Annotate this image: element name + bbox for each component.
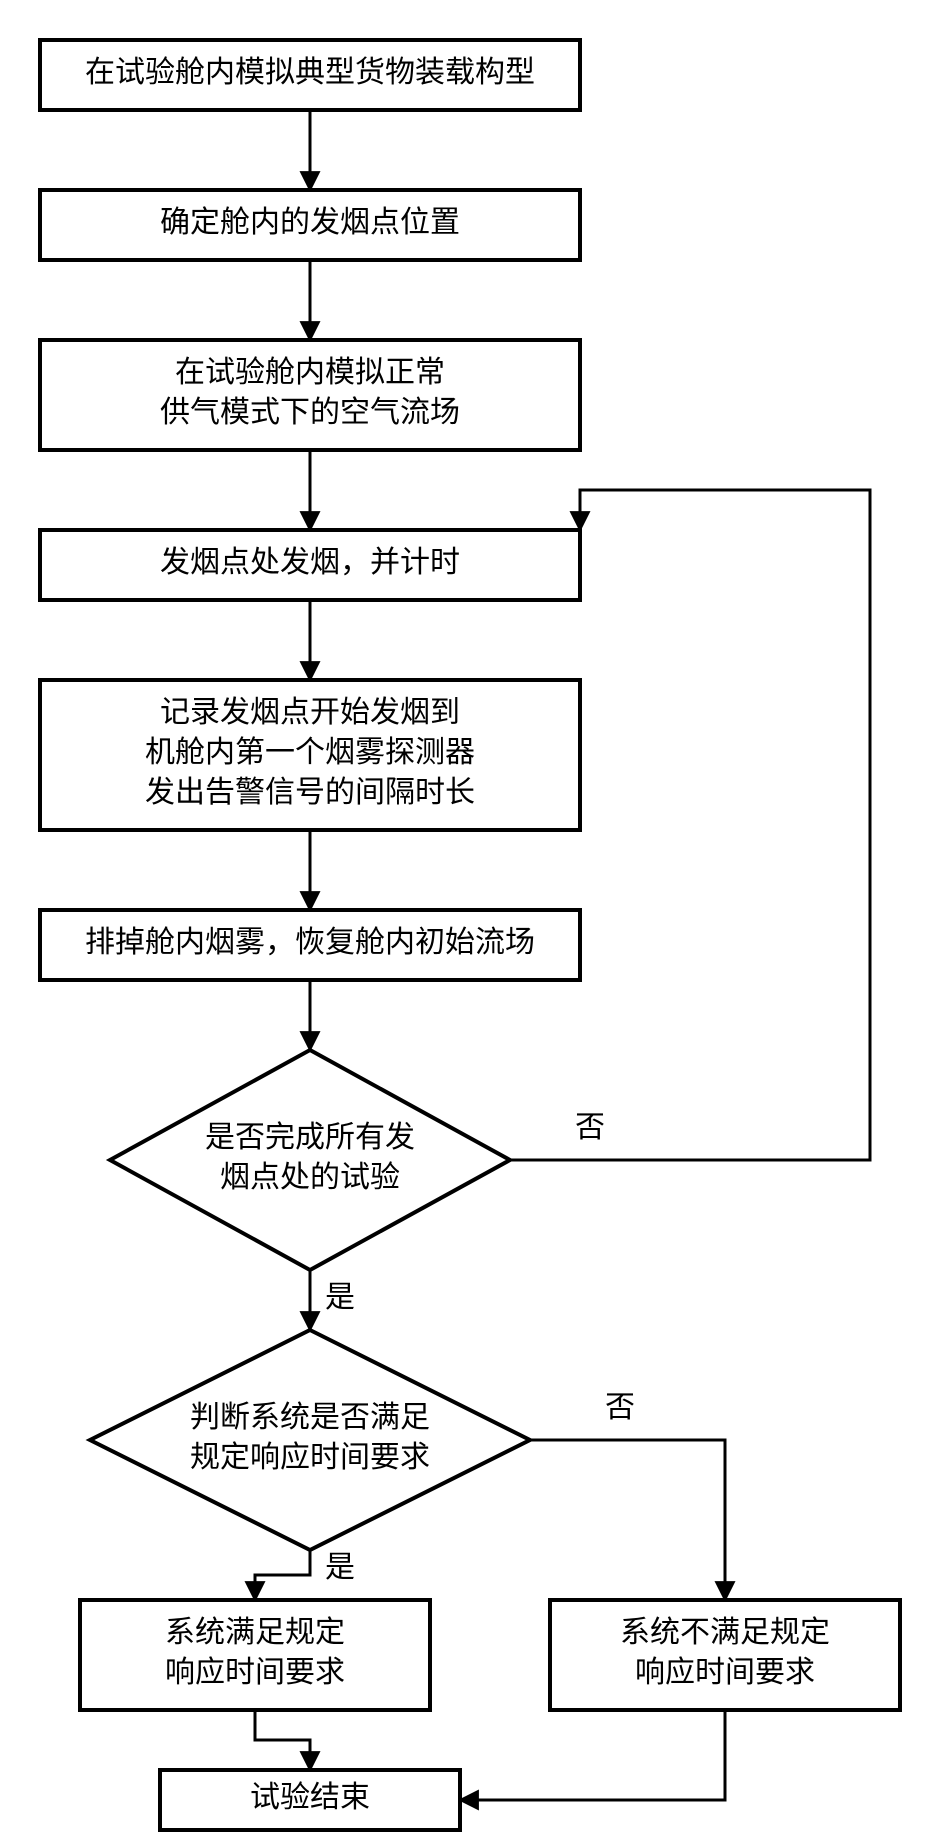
flowchart-canvas: 是否是否在试验舱内模拟典型货物装载构型确定舱内的发烟点位置在试验舱内模拟正常供气… [0, 0, 946, 1838]
node-text-n5-line-1: 机舱内第一个烟雾探测器 [145, 736, 475, 769]
node-text-n3-line-1: 供气模式下的空气流场 [160, 396, 460, 429]
edge-e12 [460, 1710, 725, 1800]
node-text-n5-line-2: 发出告警信号的间隔时长 [145, 776, 475, 809]
edge-label-e7: 是 [325, 1281, 355, 1314]
edge-label-e8: 否 [575, 1111, 605, 1144]
node-text-n1-line-0: 在试验舱内模拟典型货物装载构型 [85, 56, 535, 89]
edge-label-e10: 否 [605, 1391, 635, 1424]
edge-e10 [530, 1440, 725, 1600]
node-text-n5-line-0: 记录发烟点开始发烟到 [160, 696, 460, 729]
node-text-n8-line-0: 系统不满足规定 [620, 1616, 830, 1649]
node-text-n2-line-0: 确定舱内的发烟点位置 [160, 206, 460, 239]
node-text-n6-line-0: 排掉舱内烟雾，恢复舱内初始流场 [85, 926, 535, 959]
node-text-d2-line-0: 判断系统是否满足 [190, 1401, 430, 1434]
node-text-d1-line-0: 是否完成所有发 [205, 1121, 415, 1154]
node-text-n3-line-0: 在试验舱内模拟正常 [175, 356, 445, 389]
node-text-n9-line-0: 试验结束 [250, 1781, 370, 1814]
node-text-n7-line-1: 响应时间要求 [165, 1656, 345, 1689]
node-text-n4-line-0: 发烟点处发烟，并计时 [160, 546, 460, 579]
node-text-n8-line-1: 响应时间要求 [635, 1656, 815, 1689]
edge-e9 [255, 1550, 310, 1600]
node-text-d1-line-1: 烟点处的试验 [220, 1161, 400, 1194]
node-text-d2-line-1: 规定响应时间要求 [190, 1441, 430, 1474]
edge-label-e9: 是 [325, 1551, 355, 1584]
node-text-n7-line-0: 系统满足规定 [165, 1616, 345, 1649]
edge-e11 [255, 1710, 310, 1770]
